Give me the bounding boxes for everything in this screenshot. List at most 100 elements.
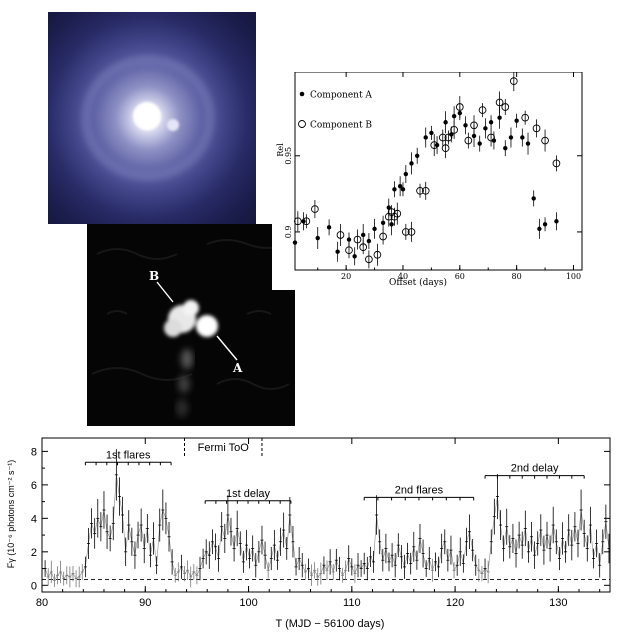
radio-image: B A xyxy=(87,224,295,426)
component-a-point xyxy=(301,219,306,224)
component-b-point xyxy=(373,250,382,259)
fermi-y-tick-label: 8 xyxy=(31,446,37,458)
fermi-chart-frame xyxy=(41,437,611,593)
lightcurve-x-tick-label: 60 xyxy=(455,272,465,281)
lightcurve-legend: Component A Component B xyxy=(298,91,372,131)
component-a-point xyxy=(292,240,298,245)
component-b-point xyxy=(393,209,402,218)
lensing-ring xyxy=(81,55,215,181)
component-b-point xyxy=(359,243,368,252)
component-a-point xyxy=(554,219,559,224)
fermi-x-tick-label: 130 xyxy=(549,597,567,609)
component-b-point xyxy=(501,103,510,111)
component-a-point xyxy=(429,130,434,136)
component-a-point xyxy=(477,141,482,146)
component-a-point xyxy=(488,120,494,125)
legend-marker-component-a xyxy=(299,91,305,97)
optical-image-graphic xyxy=(81,55,215,181)
component-lightcurve-chart: 20 40 60 80 100 0.9 0.95 Component A Component… xyxy=(272,71,590,290)
component-a-point xyxy=(392,187,397,192)
fermi-x-tick-label: 80 xyxy=(36,597,48,609)
fermi-y-tick-label: 2 xyxy=(31,547,37,559)
component-a-point xyxy=(352,254,357,259)
component-a-point xyxy=(315,235,320,241)
component-b-point xyxy=(365,255,373,264)
lightcurve-y-tick-label: 0.9 xyxy=(284,226,293,239)
component-a-point xyxy=(397,184,403,189)
component-b-point xyxy=(379,232,387,241)
component-b-point xyxy=(345,246,353,255)
fermi-chart-ticks: 80 90 100 110 120 130 0 2 4 6 8 xyxy=(31,438,610,609)
component-b-point xyxy=(302,217,311,226)
component-b-point xyxy=(541,136,549,145)
component-b-point xyxy=(293,217,302,226)
component-lightcurve-svg: 20 40 60 80 100 0.9 0.95 Component A Component… xyxy=(276,71,583,288)
component-a-point xyxy=(508,135,514,140)
fermi-too-label: Fermi ToO xyxy=(198,442,250,454)
component-a-point xyxy=(471,133,477,139)
component-b-point xyxy=(421,186,430,195)
component-a-point xyxy=(372,226,377,232)
component-a-point xyxy=(497,115,502,120)
fermi-annotations: 1st flares 1st delay 2nd flares 2nd delay Fe… xyxy=(84,438,585,504)
component-b-point xyxy=(336,231,345,239)
component-a-point xyxy=(366,238,372,244)
annotation-label: 2nd delay xyxy=(511,463,559,475)
component-a-point xyxy=(520,135,525,140)
component-b-point xyxy=(552,159,561,168)
fermi-y-axis-label: Fγ (10⁻⁶ photons cm⁻² s⁻¹) xyxy=(6,460,16,568)
component-b-point xyxy=(444,133,453,142)
component-a-point xyxy=(335,249,340,254)
component-b-point xyxy=(470,121,478,130)
radio-source-blob xyxy=(164,300,218,337)
label-a-pointer xyxy=(216,335,238,361)
fermi-x-tick-label: 90 xyxy=(139,597,151,609)
label-a: A xyxy=(232,361,243,375)
fermi-x-tick-label: 120 xyxy=(446,597,464,609)
lightcurve-ticks: 20 40 60 80 100 0.9 0.95 xyxy=(284,72,582,281)
component-a-point xyxy=(400,187,406,192)
component-b-point xyxy=(464,136,473,145)
component-a-point xyxy=(414,153,420,158)
annotation-label: 2nd flares xyxy=(395,484,444,496)
component-a-point xyxy=(451,113,457,119)
component-a-point xyxy=(403,171,409,177)
fermi-y-tick-label: 0 xyxy=(31,580,37,592)
component-b-point xyxy=(353,235,362,244)
label-b: B xyxy=(149,269,159,283)
component-b-point xyxy=(487,133,495,142)
lightcurve-x-tick-label: 40 xyxy=(398,272,408,281)
component-a-blob xyxy=(133,102,161,130)
fermi-chart-svg: 80 90 100 110 120 130 0 2 4 6 8 1st flares 1st dela… xyxy=(6,437,611,630)
radio-jet xyxy=(176,349,193,417)
component-a-point xyxy=(346,237,352,242)
component-a-point xyxy=(463,123,468,128)
component-a-point xyxy=(409,161,414,166)
radio-image-graphic: B A xyxy=(91,239,290,417)
fermi-flux-marks xyxy=(43,449,611,588)
label-b-pointer xyxy=(156,281,174,303)
fermi-x-axis-label: T (MJD − 56100 days) xyxy=(276,618,385,630)
component-b-point xyxy=(401,228,410,236)
component-a-point xyxy=(514,118,519,123)
legend-label-component-b: Component B xyxy=(310,121,372,131)
component-b-point xyxy=(450,126,458,134)
annotation-label: 1st delay xyxy=(226,488,271,500)
lightcurve-frame xyxy=(294,71,583,271)
component-b-point xyxy=(509,77,518,85)
component-a-point xyxy=(449,132,454,137)
legend-label-component-a: Component A xyxy=(310,91,372,101)
fermi-y-tick-label: 6 xyxy=(31,480,37,492)
component-a-point xyxy=(503,145,508,151)
component-b-point xyxy=(430,141,439,149)
fermi-x-tick-label: 100 xyxy=(239,597,257,609)
component-a-point xyxy=(423,135,428,140)
component-a-point xyxy=(491,138,497,143)
component-a-point xyxy=(542,222,548,227)
component-b-point xyxy=(478,106,487,114)
component-a-point xyxy=(380,220,386,225)
component-b-point xyxy=(416,186,424,195)
fermi-y-tick-label: 4 xyxy=(31,513,37,525)
optical-image xyxy=(48,12,256,224)
component-b-point xyxy=(455,103,464,111)
